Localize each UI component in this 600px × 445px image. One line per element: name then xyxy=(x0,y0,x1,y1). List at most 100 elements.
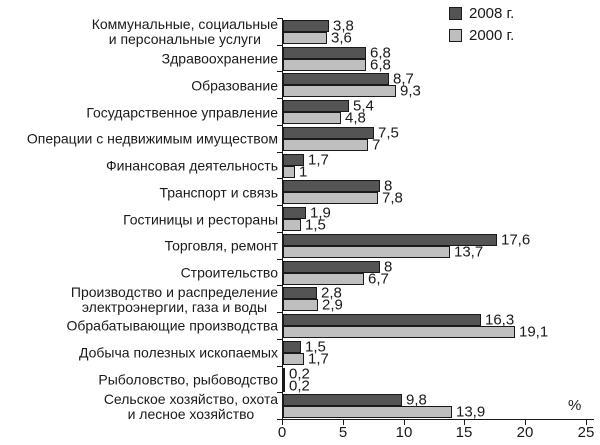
bar-2008 xyxy=(283,207,306,219)
y-axis-tick xyxy=(277,125,282,126)
bar-2008 xyxy=(283,368,285,380)
category-label: Торговля, ремонт xyxy=(164,237,278,254)
y-axis-tick xyxy=(277,259,282,260)
bar-value-label: 5,4 xyxy=(353,97,374,115)
category-label: Производство и распределение электроэнер… xyxy=(70,283,278,315)
bar-value-label: 9,3 xyxy=(400,82,421,100)
bar-2008 xyxy=(283,154,304,166)
legend-item-2000: 2000 г. xyxy=(449,28,514,43)
bar-value-label: 8,7 xyxy=(393,70,414,88)
bar-2000 xyxy=(283,139,368,151)
bar-2000 xyxy=(283,192,378,204)
category-label: Транспорт и связь xyxy=(159,184,278,201)
category-label: Коммунальные, социальные и персональные … xyxy=(91,16,278,48)
x-tick-label: 25 xyxy=(577,424,595,441)
bar-value-label: 0,2 xyxy=(289,365,310,383)
bar-value-label: 1,7 xyxy=(308,350,329,368)
x-tick-label: 15 xyxy=(455,424,473,441)
y-axis-tick xyxy=(277,152,282,153)
category-label: Сельское хозяйство, охота и лесное хозяй… xyxy=(103,390,278,422)
bar-value-label: 7,5 xyxy=(378,124,399,142)
category-label: Государственное управление xyxy=(86,104,278,121)
y-axis-tick xyxy=(277,366,282,367)
bar-value-label: 7,8 xyxy=(382,189,403,207)
category-label: Рыболовство, рыбоводство xyxy=(98,371,278,388)
y-axis-tick xyxy=(277,312,282,313)
bar-2000 xyxy=(283,326,515,338)
bar-2008 xyxy=(283,100,349,112)
bar-value-label: 6,7 xyxy=(368,270,389,288)
x-axis-tick xyxy=(464,419,465,425)
x-tick-label: 10 xyxy=(395,424,413,441)
bar-2008 xyxy=(283,261,380,273)
y-axis-tick xyxy=(277,285,282,286)
x-axis-tick xyxy=(525,419,526,425)
bar-value-label: 0,2 xyxy=(289,377,310,395)
category-label: Финансовая деятельность xyxy=(106,157,278,174)
y-axis-tick xyxy=(277,232,282,233)
bar-2008 xyxy=(283,314,481,326)
bar-value-label: 1,7 xyxy=(308,151,329,169)
bar-2000 xyxy=(283,166,295,178)
bar-value-label: 16,3 xyxy=(485,311,515,329)
legend-item-2008: 2008 г. xyxy=(449,6,514,21)
x-axis-tick xyxy=(343,419,344,425)
chart-legend: 2008 г. 2000 г. xyxy=(449,6,514,50)
bar-2000 xyxy=(283,246,450,258)
bar-value-label: 2,8 xyxy=(321,284,342,302)
x-axis-line xyxy=(282,419,594,420)
bar-value-label: 6,8 xyxy=(370,44,391,62)
bar-value-label: 2,9 xyxy=(322,296,343,314)
category-label: Строительство xyxy=(180,264,278,281)
bar-2000 xyxy=(283,273,364,285)
category-label: Операции с недвижимым имуществом xyxy=(26,130,278,147)
bar-2008 xyxy=(283,20,329,32)
bar-value-label: 9,8 xyxy=(406,391,427,409)
bar-value-label: 7 xyxy=(372,136,381,154)
bar-2000 xyxy=(283,59,366,71)
bar-value-label: 1,5 xyxy=(305,216,326,234)
y-axis-tick xyxy=(277,205,282,206)
bar-2000 xyxy=(283,112,341,124)
category-label: Добыча полезных ископаемых xyxy=(78,344,278,361)
bar-2000 xyxy=(283,299,318,311)
bar-2008 xyxy=(283,234,497,246)
bar-2000 xyxy=(283,380,285,392)
y-axis-tick xyxy=(277,18,282,19)
bar-2000 xyxy=(283,406,452,418)
y-axis-tick xyxy=(277,45,282,46)
y-axis-tick xyxy=(277,339,282,340)
bar-value-label: 13,9 xyxy=(456,403,486,421)
legend-swatch-2000 xyxy=(449,29,462,42)
bar-2008 xyxy=(283,47,366,59)
bar-value-label: 1,5 xyxy=(305,338,326,356)
bar-value-label: 8 xyxy=(384,177,393,195)
bar-value-label: 13,7 xyxy=(454,243,484,261)
category-label: Обрабатывающие производства xyxy=(66,317,278,334)
bar-2008 xyxy=(283,180,380,192)
category-label: Гостиницы и рестораны xyxy=(123,211,278,227)
bar-value-label: 3,8 xyxy=(333,17,354,35)
percent-axis-label: % xyxy=(568,397,582,414)
x-axis-tick xyxy=(586,419,587,425)
bar-2008 xyxy=(283,394,402,406)
bar-2008 xyxy=(283,287,317,299)
bar-value-label: 17,6 xyxy=(501,231,531,249)
bar-value-label: 3,6 xyxy=(331,29,352,47)
x-tick-label: 20 xyxy=(516,424,534,441)
x-tick-label: 0 xyxy=(277,424,287,441)
y-axis-tick xyxy=(277,419,282,420)
bar-2000 xyxy=(283,219,301,231)
bar-2000 xyxy=(283,353,304,365)
bar-2000 xyxy=(283,32,327,44)
category-label: Здравоохранение xyxy=(161,50,278,67)
x-tick-label: 5 xyxy=(338,424,348,441)
legend-swatch-2008 xyxy=(449,7,462,20)
x-axis-tick xyxy=(282,419,283,425)
legend-label-2000: 2000 г. xyxy=(469,27,515,44)
y-axis-tick xyxy=(277,71,282,72)
bar-value-label: 8 xyxy=(384,258,393,276)
bar-value-label: 6,8 xyxy=(370,56,391,74)
bar-value-label: 19,1 xyxy=(519,323,549,341)
